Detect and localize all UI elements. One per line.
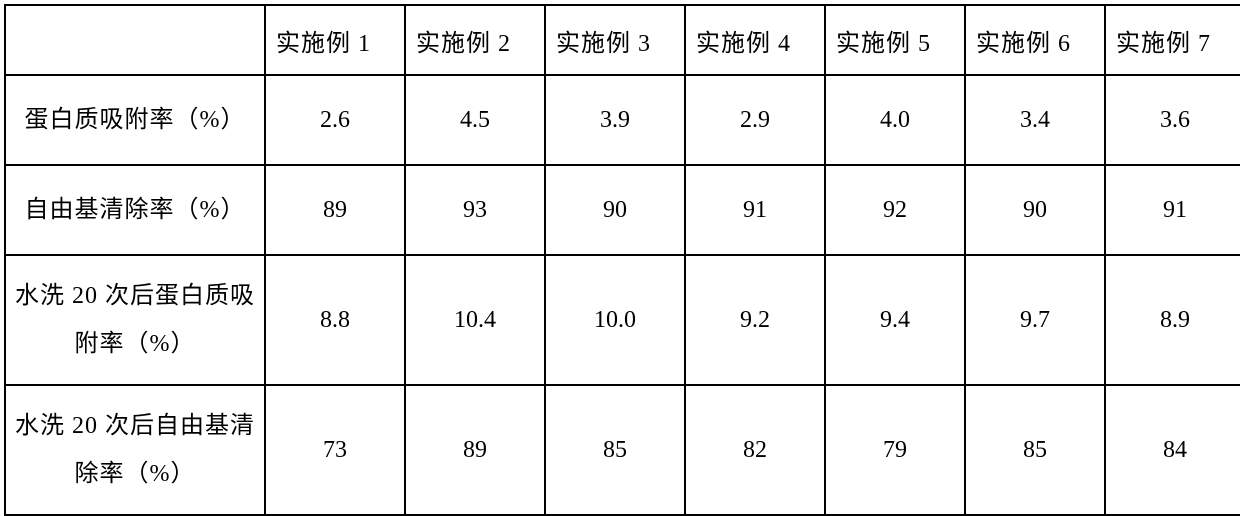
data-cell: 89 — [405, 385, 545, 515]
data-cell: 73 — [265, 385, 405, 515]
data-cell: 85 — [545, 385, 685, 515]
column-header: 实施例 7 — [1105, 5, 1240, 75]
data-cell: 4.5 — [405, 75, 545, 165]
table-row: 自由基清除率（%） 89 93 90 91 92 90 91 — [5, 165, 1240, 255]
data-cell: 93 — [405, 165, 545, 255]
header-empty-cell — [5, 5, 265, 75]
data-cell: 79 — [825, 385, 965, 515]
row-label: 水洗 20 次后蛋白质吸附率（%） — [5, 255, 265, 385]
table-row: 水洗 20 次后蛋白质吸附率（%） 8.8 10.4 10.0 9.2 9.4 … — [5, 255, 1240, 385]
row-label: 蛋白质吸附率（%） — [5, 75, 265, 165]
data-cell: 2.6 — [265, 75, 405, 165]
data-cell: 3.4 — [965, 75, 1105, 165]
data-cell: 3.9 — [545, 75, 685, 165]
data-table: 实施例 1 实施例 2 实施例 3 实施例 4 实施例 5 实施例 6 实施例 … — [4, 4, 1240, 516]
data-cell: 2.9 — [685, 75, 825, 165]
table-row: 水洗 20 次后自由基清除率（%） 73 89 85 82 79 85 84 — [5, 385, 1240, 515]
data-cell: 10.0 — [545, 255, 685, 385]
data-cell: 90 — [965, 165, 1105, 255]
data-cell: 91 — [685, 165, 825, 255]
data-cell: 84 — [1105, 385, 1240, 515]
data-cell: 8.9 — [1105, 255, 1240, 385]
data-cell: 9.4 — [825, 255, 965, 385]
data-cell: 10.4 — [405, 255, 545, 385]
column-header: 实施例 3 — [545, 5, 685, 75]
data-cell: 82 — [685, 385, 825, 515]
row-label: 自由基清除率（%） — [5, 165, 265, 255]
column-header: 实施例 4 — [685, 5, 825, 75]
column-header: 实施例 2 — [405, 5, 545, 75]
table-row: 蛋白质吸附率（%） 2.6 4.5 3.9 2.9 4.0 3.4 3.6 — [5, 75, 1240, 165]
data-cell: 90 — [545, 165, 685, 255]
data-cell: 85 — [965, 385, 1105, 515]
data-cell: 91 — [1105, 165, 1240, 255]
column-header: 实施例 1 — [265, 5, 405, 75]
column-header: 实施例 6 — [965, 5, 1105, 75]
column-header: 实施例 5 — [825, 5, 965, 75]
data-cell: 8.8 — [265, 255, 405, 385]
data-cell: 9.7 — [965, 255, 1105, 385]
data-cell: 9.2 — [685, 255, 825, 385]
row-label: 水洗 20 次后自由基清除率（%） — [5, 385, 265, 515]
data-cell: 92 — [825, 165, 965, 255]
data-cell: 3.6 — [1105, 75, 1240, 165]
data-cell: 89 — [265, 165, 405, 255]
table-header-row: 实施例 1 实施例 2 实施例 3 实施例 4 实施例 5 实施例 6 实施例 … — [5, 5, 1240, 75]
data-cell: 4.0 — [825, 75, 965, 165]
